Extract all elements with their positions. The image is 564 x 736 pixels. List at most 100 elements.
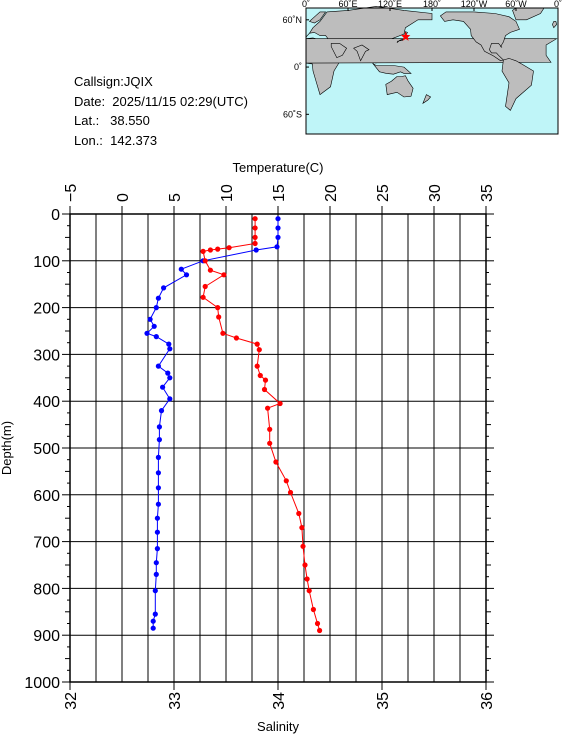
salinity-point	[221, 272, 227, 278]
temperature-point	[160, 384, 166, 390]
temperature-point	[161, 285, 167, 291]
map-lon-label: 120˚W	[461, 0, 488, 9]
temperature-point	[155, 454, 161, 460]
temperature-tick-label: 35	[479, 184, 496, 202]
salinity-point	[254, 363, 260, 369]
map-lat-label: 60˚S	[283, 109, 302, 119]
temperature-point	[152, 588, 158, 594]
temperature-point	[153, 571, 159, 578]
salinity-point	[267, 440, 273, 446]
temperature-tick-label: 10	[219, 184, 236, 202]
salinity-point	[252, 234, 258, 240]
temperature-point	[147, 316, 153, 322]
station-marker	[400, 31, 411, 41]
map-lon-label: 60˚E	[338, 0, 357, 9]
temperature-point	[275, 225, 281, 231]
salinity-point	[226, 245, 232, 251]
temperature-point	[166, 341, 172, 347]
temperature-point	[275, 216, 281, 222]
temperature-point	[167, 375, 173, 381]
salinity-point	[200, 248, 206, 254]
map-indonesia	[372, 62, 412, 75]
temperature-point	[275, 234, 281, 240]
map-lon-label: 120˚E	[378, 0, 402, 9]
map-uk	[552, 21, 557, 29]
temperature-point	[153, 560, 159, 566]
temperature-tick-label: 30	[427, 184, 444, 202]
y-tick-label: 800	[33, 581, 60, 598]
salinity-point	[252, 225, 258, 231]
salinity-point	[300, 543, 306, 549]
temperature-tick-label: 0	[115, 193, 132, 202]
salinity-point	[302, 562, 308, 568]
longitude-text: Lon.: 142.373	[74, 132, 158, 148]
temperature-point	[253, 247, 259, 253]
latitude-text: Lat.: 38.550	[74, 113, 150, 128]
map-lat-label: 60˚N	[282, 15, 302, 25]
salinity-point	[287, 489, 294, 496]
salinity-point	[314, 620, 321, 627]
map-lon-label: 0˚	[554, 0, 562, 9]
salinity-point	[317, 627, 323, 634]
temperature-point	[155, 295, 161, 301]
date-text: Date: 2025/11/15 02:29(UTC)	[74, 93, 248, 109]
salinity-point	[202, 283, 208, 290]
depth-axis-label: Depth(m)	[0, 421, 14, 475]
y-tick-label: 400	[33, 394, 60, 411]
temperature-point	[183, 272, 190, 278]
y-tick-label: 1000	[24, 675, 60, 692]
temperature-point	[154, 529, 160, 535]
temperature-point	[155, 363, 161, 369]
salinity-point	[254, 341, 260, 347]
salinity-point	[207, 267, 213, 273]
salinity-axis-label: Salinity	[257, 719, 299, 734]
y-tick-label: 300	[33, 347, 60, 364]
salinity-point	[267, 426, 273, 432]
salinity-point	[216, 314, 222, 320]
y-tick-label: 100	[33, 254, 60, 271]
map-scandinavia	[308, 11, 327, 24]
temperature-point	[150, 618, 156, 624]
temperature-point	[156, 437, 162, 443]
temperature-point	[154, 515, 160, 521]
salinity-point	[299, 525, 305, 531]
temperature-point	[158, 408, 165, 414]
temperature-tick-label: 20	[323, 184, 340, 202]
salinity-tick-label: 35	[375, 692, 392, 710]
salinity-tick-label: 34	[271, 692, 288, 710]
map-new-zealand	[422, 94, 432, 105]
salinity-point	[220, 330, 226, 336]
map-lon-label: 180˚	[423, 0, 441, 9]
temperature-point	[152, 611, 158, 617]
map-india	[353, 44, 370, 62]
temperature-point	[155, 501, 161, 507]
temperature-point	[155, 470, 161, 476]
y-tick-label: 0	[51, 207, 60, 224]
salinity-tick-label: 36	[479, 692, 496, 710]
salinity-point	[200, 294, 206, 300]
callsign-text: Callsign:JQIX	[74, 74, 153, 89]
temperature-point	[156, 424, 162, 430]
temperature-axis-label: Temperature(C)	[232, 160, 323, 175]
salinity-point	[207, 247, 213, 253]
temperature-point	[153, 334, 159, 340]
salinity-tick-label: 33	[167, 692, 184, 710]
map-australia	[385, 75, 414, 98]
salinity-point	[262, 377, 269, 383]
y-tick-label: 200	[33, 301, 60, 318]
temperature-tick-label: 15	[271, 184, 288, 202]
temperature-point	[178, 266, 184, 272]
temperature-point	[167, 346, 173, 352]
temperature-profile-line	[146, 218, 279, 629]
salinity-point	[233, 335, 239, 341]
salinity-point	[265, 405, 271, 411]
map-japan	[396, 31, 408, 43]
salinity-point	[256, 347, 262, 353]
temperature-tick-label: 5	[167, 193, 184, 202]
salinity-point	[257, 372, 263, 379]
temperature-point	[154, 546, 160, 552]
temperature-point	[167, 396, 173, 402]
station-info: Callsign:JQIX Date: 2025/11/15 02:29(UTC…	[74, 72, 248, 150]
